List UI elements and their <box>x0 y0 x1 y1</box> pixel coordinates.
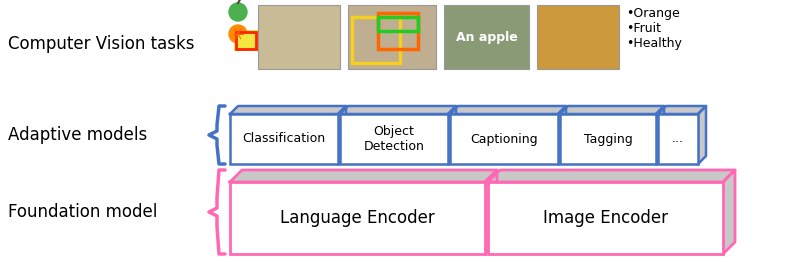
Text: ...: ... <box>672 133 684 145</box>
Text: Tagging: Tagging <box>584 133 632 145</box>
Polygon shape <box>658 106 706 114</box>
Text: Classification: Classification <box>242 133 326 145</box>
Text: Foundation model: Foundation model <box>8 203 158 221</box>
Text: Image Encoder: Image Encoder <box>543 209 668 227</box>
FancyBboxPatch shape <box>488 182 723 254</box>
Bar <box>378 17 418 31</box>
Polygon shape <box>485 170 497 254</box>
Bar <box>258 5 340 69</box>
FancyBboxPatch shape <box>560 114 656 164</box>
Bar <box>236 32 256 49</box>
Bar <box>352 17 400 63</box>
FancyBboxPatch shape <box>230 114 338 164</box>
Text: Object
Detection: Object Detection <box>363 125 425 153</box>
FancyBboxPatch shape <box>658 114 698 164</box>
Bar <box>444 5 529 69</box>
Polygon shape <box>338 106 346 164</box>
Polygon shape <box>558 106 566 164</box>
Text: •Orange: •Orange <box>626 8 680 20</box>
Text: Language Encoder: Language Encoder <box>280 209 435 227</box>
Circle shape <box>229 25 247 43</box>
Bar <box>234 30 258 51</box>
Text: •Healthy: •Healthy <box>626 37 682 51</box>
FancyBboxPatch shape <box>340 114 448 164</box>
Bar <box>348 5 436 69</box>
Polygon shape <box>488 170 735 182</box>
Text: An apple: An apple <box>456 30 518 43</box>
Bar <box>537 5 619 69</box>
Polygon shape <box>698 106 706 164</box>
Polygon shape <box>656 106 664 164</box>
Polygon shape <box>448 106 456 164</box>
Text: •Fruit: •Fruit <box>626 23 661 35</box>
Polygon shape <box>723 170 735 254</box>
Polygon shape <box>340 106 456 114</box>
Polygon shape <box>560 106 664 114</box>
Text: Captioning: Captioning <box>470 133 538 145</box>
FancyBboxPatch shape <box>230 182 485 254</box>
Polygon shape <box>230 170 497 182</box>
Text: Computer Vision tasks: Computer Vision tasks <box>8 35 194 53</box>
Circle shape <box>229 3 247 21</box>
Polygon shape <box>450 106 566 114</box>
Text: Adaptive models: Adaptive models <box>8 126 147 144</box>
Polygon shape <box>230 106 346 114</box>
Bar <box>378 13 418 49</box>
FancyBboxPatch shape <box>450 114 558 164</box>
